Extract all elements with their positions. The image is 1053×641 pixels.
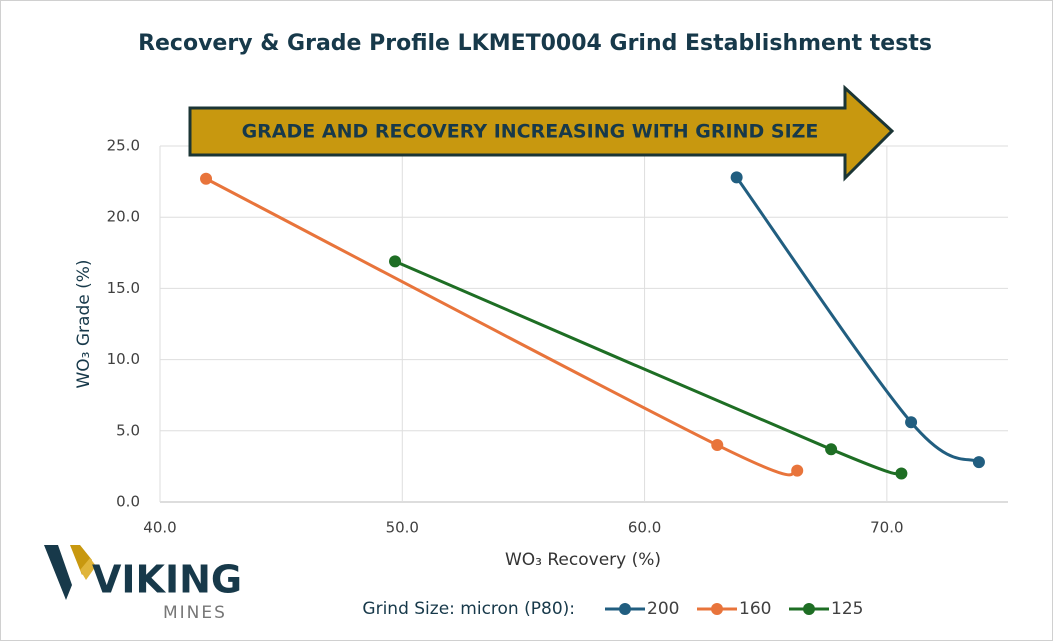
x-tick-label: 60.0 xyxy=(628,519,661,537)
legend-label: 160 xyxy=(739,599,771,619)
y-tick-label: 0.0 xyxy=(116,493,140,511)
logo-mark xyxy=(80,558,96,580)
data-point xyxy=(389,255,402,268)
arrow xyxy=(188,84,895,182)
data-point xyxy=(791,464,804,477)
legend-marker xyxy=(619,603,631,615)
data-point xyxy=(895,467,908,480)
y-axis-label: WO₃ Grade (%) xyxy=(74,259,94,388)
chart-title: Recovery & Grade Profile LKMET0004 Grind… xyxy=(138,31,932,56)
logo: VIKING MINES xyxy=(44,545,242,623)
y-tick-label: 15.0 xyxy=(107,279,140,297)
series-line xyxy=(205,177,798,477)
legend-marker xyxy=(711,603,723,615)
data-point xyxy=(825,443,838,456)
legend-label: 200 xyxy=(647,599,679,619)
legend-label: 125 xyxy=(831,599,863,619)
y-tick-label: 25.0 xyxy=(107,137,140,155)
data-point xyxy=(711,439,724,452)
logo-tagline: MINES xyxy=(163,603,227,623)
legend-marker xyxy=(803,603,815,615)
data-point xyxy=(972,456,985,469)
y-tick-label: 5.0 xyxy=(116,421,140,439)
data-point xyxy=(200,172,213,185)
logo-name: VIKING xyxy=(92,558,242,602)
data-point xyxy=(730,171,743,184)
y-tick-label: 20.0 xyxy=(107,208,140,226)
annotation: GRADE AND RECOVERY INCREASING WITH GRIND… xyxy=(242,121,819,143)
series-line xyxy=(735,176,980,464)
x-tick-label: 40.0 xyxy=(143,519,176,537)
legend-title: Grind Size: micron (P80): xyxy=(362,599,575,619)
data-point xyxy=(905,416,918,429)
x-tick-label: 50.0 xyxy=(386,519,419,537)
logo-mark xyxy=(44,545,72,600)
y-tick-label: 10.0 xyxy=(107,350,140,368)
x-tick-label: 70.0 xyxy=(870,519,903,537)
x-axis-label: WO₃ Recovery (%) xyxy=(505,550,661,570)
series-line xyxy=(394,259,902,476)
